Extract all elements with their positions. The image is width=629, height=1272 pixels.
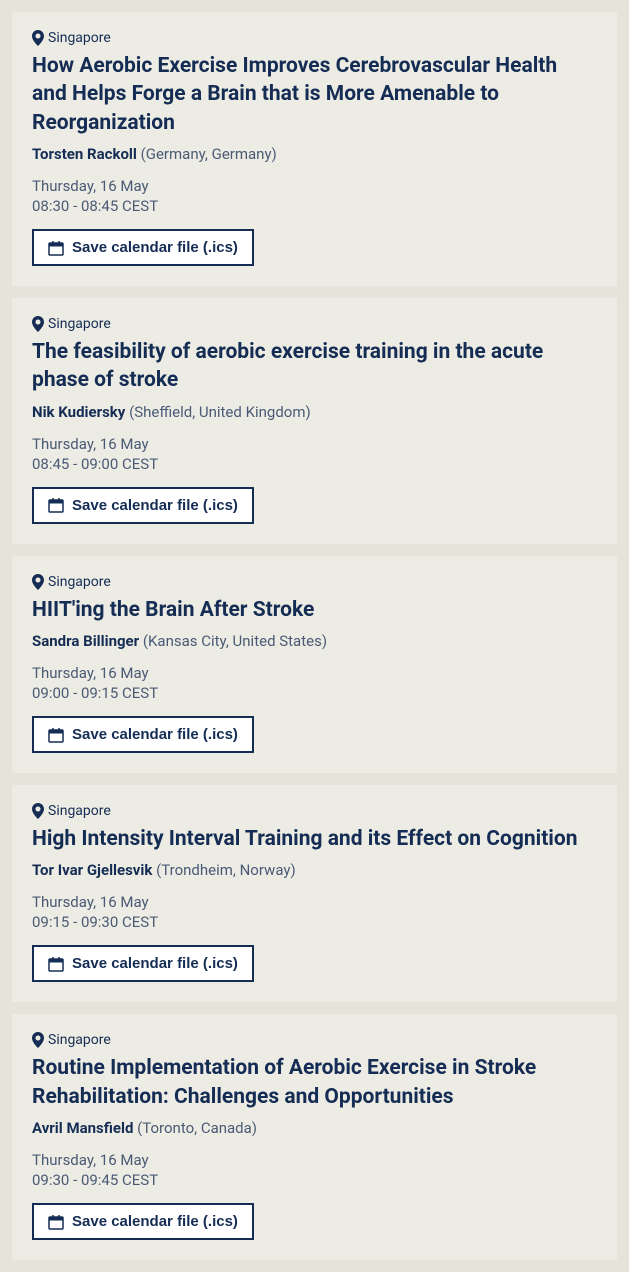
save-calendar-button[interactable]: Save calendar file (.ics) [32,487,254,524]
save-button-label: Save calendar file (.ics) [72,955,238,972]
session-title[interactable]: HIIT'ing the Brain After Stroke [32,596,597,624]
speaker-name[interactable]: Torsten Rackoll [32,145,137,163]
calendar-icon [48,240,64,256]
speaker-location: (Trondheim, Norway) [156,861,296,879]
speaker-name[interactable]: Tor Ivar Gjellesvik [32,861,152,879]
session-date: Thursday, 16 May [32,893,597,911]
calendar-icon [48,956,64,972]
location-row: Singapore [32,30,597,46]
map-pin-icon [32,30,44,46]
speaker-location: (Germany, Germany) [141,145,277,163]
location-row: Singapore [32,574,597,590]
map-pin-icon [32,316,44,332]
location-text: Singapore [48,1032,111,1048]
save-button-label: Save calendar file (.ics) [72,1213,238,1230]
location-text: Singapore [48,30,111,46]
speaker-name[interactable]: Avril Mansfield [32,1119,133,1137]
location-text: Singapore [48,803,111,819]
session-card: Singapore How Aerobic Exercise Improves … [12,12,617,286]
save-button-label: Save calendar file (.ics) [72,726,238,743]
session-time: 09:30 - 09:45 CEST [32,1171,597,1189]
location-text: Singapore [48,316,111,332]
session-time: 08:45 - 09:00 CEST [32,455,597,473]
calendar-icon [48,1214,64,1230]
session-title[interactable]: The feasibility of aerobic exercise trai… [32,338,597,395]
speaker-row: Torsten Rackoll (Germany, Germany) [32,145,597,163]
save-button-label: Save calendar file (.ics) [72,497,238,514]
location-row: Singapore [32,803,597,819]
map-pin-icon [32,574,44,590]
session-card: Singapore High Intensity Interval Traini… [12,785,617,1002]
speaker-location: (Kansas City, United States) [143,632,327,650]
speaker-row: Nik Kudiersky (Sheffield, United Kingdom… [32,403,597,421]
session-card: Singapore Routine Implementation of Aero… [12,1014,617,1260]
session-card: Singapore HIIT'ing the Brain After Strok… [12,556,617,773]
save-button-label: Save calendar file (.ics) [72,239,238,256]
session-time: 08:30 - 08:45 CEST [32,197,597,215]
session-title[interactable]: High Intensity Interval Training and its… [32,825,597,853]
map-pin-icon [32,803,44,819]
session-title[interactable]: How Aerobic Exercise Improves Cerebrovas… [32,52,597,137]
session-date: Thursday, 16 May [32,435,597,453]
calendar-icon [48,727,64,743]
save-calendar-button[interactable]: Save calendar file (.ics) [32,945,254,982]
speaker-name[interactable]: Nik Kudiersky [32,403,125,421]
speaker-row: Tor Ivar Gjellesvik (Trondheim, Norway) [32,861,597,879]
speaker-row: Sandra Billinger (Kansas City, United St… [32,632,597,650]
location-row: Singapore [32,1032,597,1048]
save-calendar-button[interactable]: Save calendar file (.ics) [32,229,254,266]
session-card: Singapore The feasibility of aerobic exe… [12,298,617,544]
map-pin-icon [32,1032,44,1048]
save-calendar-button[interactable]: Save calendar file (.ics) [32,716,254,753]
save-calendar-button[interactable]: Save calendar file (.ics) [32,1203,254,1240]
speaker-location: (Sheffield, United Kingdom) [129,403,311,421]
session-date: Thursday, 16 May [32,664,597,682]
speaker-name[interactable]: Sandra Billinger [32,632,139,650]
sessions-list: Singapore How Aerobic Exercise Improves … [12,12,617,1260]
speaker-row: Avril Mansfield (Toronto, Canada) [32,1119,597,1137]
session-title[interactable]: Routine Implementation of Aerobic Exerci… [32,1054,597,1111]
speaker-location: (Toronto, Canada) [137,1119,257,1137]
location-row: Singapore [32,316,597,332]
session-date: Thursday, 16 May [32,177,597,195]
session-time: 09:15 - 09:30 CEST [32,913,597,931]
session-time: 09:00 - 09:15 CEST [32,684,597,702]
calendar-icon [48,497,64,513]
session-date: Thursday, 16 May [32,1151,597,1169]
location-text: Singapore [48,574,111,590]
